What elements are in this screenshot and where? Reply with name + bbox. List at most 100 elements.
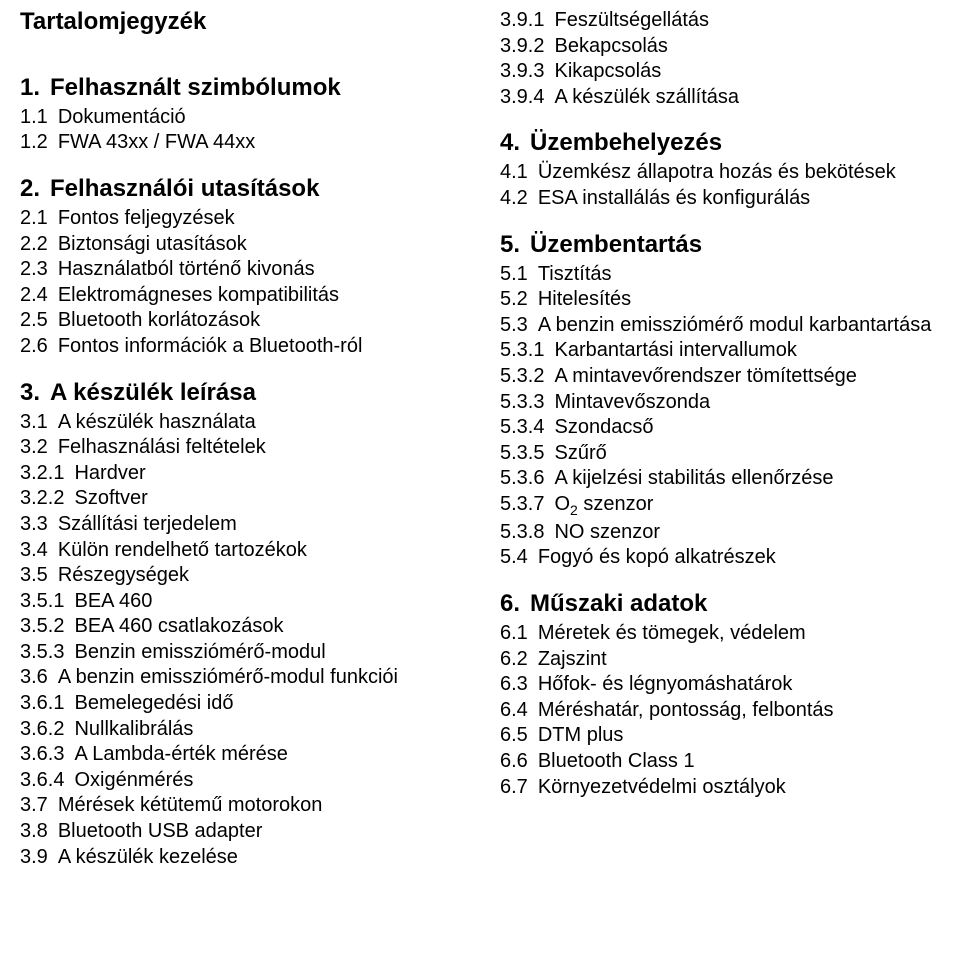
toc-entry: 1.1Dokumentáció — [20, 105, 460, 131]
toc-entry: 5.4Fogyó és kopó alkatrészek — [500, 545, 940, 571]
toc-heading-number: 1. — [20, 74, 50, 101]
toc-entry-label: Mintavevőszonda — [554, 390, 940, 416]
toc-entry-number: 3.2 — [20, 435, 58, 461]
toc-entry-number: 3.6 — [20, 665, 58, 691]
toc-entry-number: 6.7 — [500, 775, 538, 801]
toc-entry: 5.3.6A kijelzési stabilitás ellenőrzése — [500, 466, 940, 492]
toc-entry-label: Szállítási terjedelem — [58, 512, 460, 538]
toc-entry-number: 5.3.4 — [500, 415, 554, 441]
toc-entry-label: Hardver — [74, 461, 460, 487]
toc-entry: 3.2.1Hardver — [20, 461, 460, 487]
toc-entry-number: 2.1 — [20, 206, 58, 232]
toc-entry-label: Biztonsági utasítások — [58, 232, 460, 258]
toc-entry-label: A benzin emissziómérő-modul funkciói — [58, 665, 460, 691]
toc-entry-number: 2.3 — [20, 257, 58, 283]
toc-heading: 5.Üzembentartás — [500, 230, 940, 260]
toc-entry-number: 5.3.3 — [500, 390, 554, 416]
toc-entry-label: Fontos információk a Bluetooth-ról — [58, 334, 460, 360]
toc-entry: 3.2.2Szoftver — [20, 486, 460, 512]
toc-entry-number: 3.8 — [20, 819, 58, 845]
toc-entry-number: 3.5.2 — [20, 614, 74, 640]
toc-entry-label: Benzin emissziómérő-modul — [74, 640, 460, 666]
toc-entry-number: 3.6.3 — [20, 742, 74, 768]
toc-entry: 3.9A készülék kezelése — [20, 845, 460, 871]
toc-entry-label: Fogyó és kopó alkatrészek — [538, 545, 940, 571]
toc-entry: 3.6.2Nullkalibrálás — [20, 717, 460, 743]
toc-entry-label: Kikapcsolás — [554, 59, 940, 85]
toc-entry-label: Üzemkész állapotra hozás és bekötések — [538, 160, 940, 186]
toc-entry-label: Felhasználási feltételek — [58, 435, 460, 461]
toc-heading-number: 6. — [500, 590, 530, 617]
toc-entry-number: 1.2 — [20, 130, 58, 156]
toc-entry-number: 5.3.1 — [500, 338, 554, 364]
toc-entry-number: 3.9.2 — [500, 34, 554, 60]
toc-entry-label: Feszültségellátás — [554, 8, 940, 34]
toc-entry-number: 6.6 — [500, 749, 538, 775]
toc-entry-number: 2.5 — [20, 308, 58, 334]
toc-entry-label: Használatból történő kivonás — [58, 257, 460, 283]
toc-entry-label: FWA 43xx / FWA 44xx — [58, 130, 460, 156]
toc-entry-number: 3.4 — [20, 538, 58, 564]
toc-entry-label: A kijelzési stabilitás ellenőrzése — [554, 466, 940, 492]
toc-entry-number: 1.1 — [20, 105, 58, 131]
toc-entry-number: 5.1 — [500, 262, 538, 288]
toc-entry: 6.2Zajszint — [500, 647, 940, 673]
toc-entry-number: 6.4 — [500, 698, 538, 724]
toc-entry: 2.5Bluetooth korlátozások — [20, 308, 460, 334]
toc-entry-label: Karbantartási intervallumok — [554, 338, 940, 364]
toc-entry: 5.3.3Mintavevőszonda — [500, 390, 940, 416]
toc-entry-label: A benzin emissziómérő modul karbantartás… — [538, 313, 940, 339]
toc-entry-number: 3.5 — [20, 563, 58, 589]
toc-entry: 6.5DTM plus — [500, 723, 940, 749]
toc-entry-label: Zajszint — [538, 647, 940, 673]
toc-entry-label: Oxigénmérés — [74, 768, 460, 794]
toc-entry-number: 3.5.3 — [20, 640, 74, 666]
toc-entry-number: 3.2.2 — [20, 486, 74, 512]
toc-entry-label: Bekapcsolás — [554, 34, 940, 60]
toc-heading-label: Üzembentartás — [530, 231, 702, 258]
toc-entry-label: Környezetvédelmi osztályok — [538, 775, 940, 801]
left-entries: 1.Felhasznált szimbólumok1.1Dokumentáció… — [20, 55, 460, 870]
toc-heading: 1.Felhasznált szimbólumok — [20, 73, 460, 103]
toc-entry: 3.3Szállítási terjedelem — [20, 512, 460, 538]
page-title: Tartalomjegyzék — [20, 8, 460, 37]
toc-entry: 5.3.1Karbantartási intervallumok — [500, 338, 940, 364]
toc-heading-label: Műszaki adatok — [530, 590, 707, 617]
toc-entry-label: ESA installálás és konfigurálás — [538, 186, 940, 212]
toc-entry-label: A Lambda-érték mérése — [74, 742, 460, 768]
toc-entry: 3.5.3Benzin emissziómérő-modul — [20, 640, 460, 666]
toc-heading: 3.A készülék leírása — [20, 378, 460, 408]
toc-entry: 6.1Méretek és tömegek, védelem — [500, 621, 940, 647]
toc-entry: 3.4Külön rendelhető tartozékok — [20, 538, 460, 564]
toc-entry: 1.2FWA 43xx / FWA 44xx — [20, 130, 460, 156]
toc-entry-number: 3.2.1 — [20, 461, 74, 487]
toc-entry-number: 4.1 — [500, 160, 538, 186]
toc-entry: 4.2ESA installálás és konfigurálás — [500, 186, 940, 212]
toc-entry-label: Méréshatár, pontosság, felbontás — [538, 698, 940, 724]
toc-entry-label: Bemelegedési idő — [74, 691, 460, 717]
toc-entry-label: Bluetooth Class 1 — [538, 749, 940, 775]
toc-entry: 5.3.8NO szenzor — [500, 520, 940, 546]
toc-entry: 2.3Használatból történő kivonás — [20, 257, 460, 283]
toc-entry-label: Szoftver — [74, 486, 460, 512]
toc-entry-label: Hőfok- és légnyomáshatárok — [538, 672, 940, 698]
toc-entry: 5.3.2A mintavevőrendszer tömítettsége — [500, 364, 940, 390]
toc-entry: 3.6.1Bemelegedési idő — [20, 691, 460, 717]
toc-entry-label: A mintavevőrendszer tömítettsége — [554, 364, 940, 390]
toc-heading-number: 4. — [500, 129, 530, 156]
toc-entry-label: Tisztítás — [538, 262, 940, 288]
toc-entry-label: BEA 460 csatlakozások — [74, 614, 460, 640]
toc-entry-number: 3.6.4 — [20, 768, 74, 794]
toc-entry-number: 3.9.1 — [500, 8, 554, 34]
toc-entry: 3.7Mérések kétütemű motorokon — [20, 793, 460, 819]
toc-entry: 3.9.1Feszültségellátás — [500, 8, 940, 34]
toc-entry-label: Elektromágneses kompatibilitás — [58, 283, 460, 309]
toc-entry: 3.6A benzin emissziómérő-modul funkciói — [20, 665, 460, 691]
toc-entry: 3.9.3Kikapcsolás — [500, 59, 940, 85]
toc-entry-number: 3.6.2 — [20, 717, 74, 743]
toc-heading-number: 5. — [500, 231, 530, 258]
toc-entry-number: 3.9 — [20, 845, 58, 871]
toc-entry: 6.3Hőfok- és légnyomáshatárok — [500, 672, 940, 698]
toc-entry-number: 5.4 — [500, 545, 538, 571]
toc-entry-label: Szondacső — [554, 415, 940, 441]
